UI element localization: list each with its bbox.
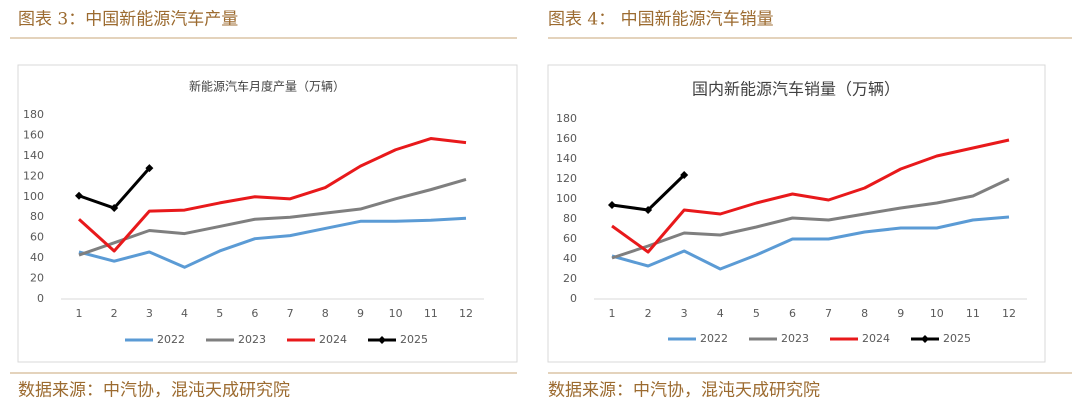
point-marker xyxy=(644,206,653,214)
x-tick-label: 3 xyxy=(681,307,688,320)
chart-frame xyxy=(17,64,518,363)
x-tick-label: 11 xyxy=(966,307,980,320)
x-tick-label: 5 xyxy=(753,307,760,320)
x-tick-label: 12 xyxy=(1002,307,1016,320)
y-tick-label: 60 xyxy=(30,231,44,244)
legend-label: 2022 xyxy=(157,333,185,346)
y-tick-label: 80 xyxy=(30,210,44,223)
x-tick-label: 6 xyxy=(251,307,258,320)
y-tick-label: 180 xyxy=(23,108,44,121)
source-note: 数据来源：中汽协，混沌天成研究院 xyxy=(18,381,290,401)
x-tick-label: 6 xyxy=(789,307,796,320)
x-tick-label: 1 xyxy=(609,307,616,320)
legend-marker xyxy=(921,335,929,343)
legend-label: 2024 xyxy=(862,332,890,345)
x-tick-label: 2 xyxy=(111,307,118,320)
y-tick-label: 160 xyxy=(23,128,44,141)
x-tick-label: 9 xyxy=(897,307,904,320)
y-tick-label: 80 xyxy=(563,212,577,225)
series-line xyxy=(77,137,467,253)
y-tick-label: 140 xyxy=(556,152,577,165)
x-tick-label: 4 xyxy=(181,307,188,320)
point-marker xyxy=(680,171,689,179)
y-tick-label: 140 xyxy=(23,149,44,162)
legend-label: 2023 xyxy=(781,332,809,345)
x-tick-label: 5 xyxy=(216,307,223,320)
x-tick-label: 8 xyxy=(322,307,329,320)
chart-frame xyxy=(547,64,1046,363)
y-tick-label: 20 xyxy=(563,272,577,285)
x-tick-label: 3 xyxy=(146,307,153,320)
point-marker xyxy=(145,164,154,173)
y-tick-label: 180 xyxy=(556,112,577,125)
x-tick-label: 1 xyxy=(76,307,83,320)
legend-label: 2025 xyxy=(943,332,971,345)
x-tick-label: 12 xyxy=(459,307,473,320)
point-marker xyxy=(110,204,119,213)
x-tick-label: 10 xyxy=(389,307,403,320)
chart-title: 新能源汽车月度产量（万辆） xyxy=(189,79,345,94)
series-line xyxy=(611,138,1010,254)
legend-label: 2022 xyxy=(700,332,728,345)
figure-caption: 图表 4： 中国新能源汽车销量 xyxy=(548,10,774,30)
y-tick-label: 0 xyxy=(37,292,44,305)
legend-marker xyxy=(378,336,386,344)
x-tick-label: 4 xyxy=(717,307,724,320)
x-tick-label: 7 xyxy=(825,307,832,320)
series-line xyxy=(611,177,1010,260)
x-tick-label: 2 xyxy=(645,307,652,320)
y-tick-label: 120 xyxy=(23,169,44,182)
legend-label: 2024 xyxy=(319,333,347,346)
y-tick-label: 0 xyxy=(570,292,577,305)
x-tick-label: 10 xyxy=(930,307,944,320)
series-line xyxy=(611,215,1010,271)
chart-title: 国内新能源汽车销量（万辆） xyxy=(692,80,900,99)
x-tick-label: 11 xyxy=(424,307,438,320)
y-tick-label: 120 xyxy=(556,172,577,185)
figure-caption: 图表 3：中国新能源汽车产量 xyxy=(18,10,238,30)
y-tick-label: 60 xyxy=(563,232,577,245)
y-tick-label: 100 xyxy=(556,192,577,205)
source-note: 数据来源：中汽协，混沌天成研究院 xyxy=(548,381,820,401)
y-tick-label: 160 xyxy=(556,132,577,145)
y-tick-label: 100 xyxy=(23,190,44,203)
y-tick-label: 40 xyxy=(563,252,577,265)
x-tick-label: 7 xyxy=(287,307,294,320)
legend-label: 2025 xyxy=(400,333,428,346)
x-tick-label: 9 xyxy=(357,307,364,320)
series-line xyxy=(78,177,467,257)
y-tick-label: 40 xyxy=(30,251,44,264)
x-tick-label: 8 xyxy=(861,307,868,320)
point-marker xyxy=(75,191,83,200)
y-tick-label: 20 xyxy=(30,272,44,285)
legend-label: 2023 xyxy=(238,333,266,346)
point-marker xyxy=(608,201,616,209)
series-line xyxy=(78,216,467,269)
